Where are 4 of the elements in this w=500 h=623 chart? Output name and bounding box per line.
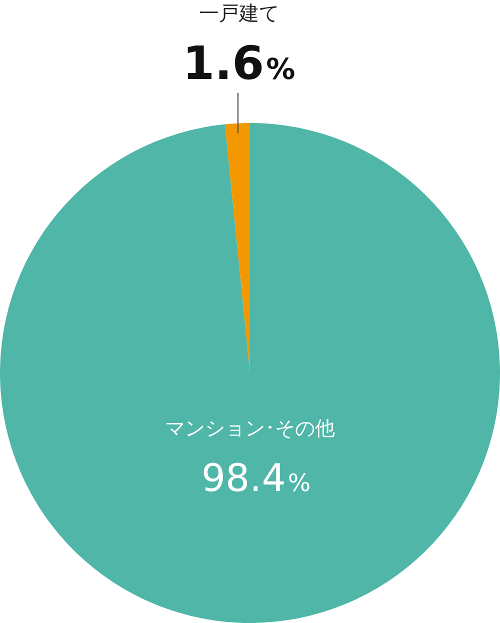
data-label: 1.6%: [182, 36, 296, 90]
data-label: 98.4%: [201, 456, 311, 500]
slice-label: マンション･その他: [165, 416, 336, 440]
slice-label: 一戸建て: [198, 1, 279, 26]
